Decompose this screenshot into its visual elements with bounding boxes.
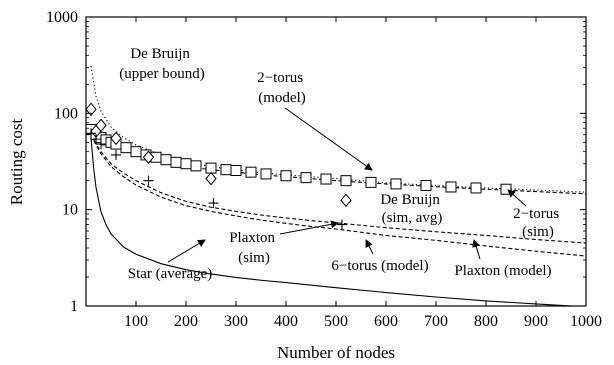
x-tick-label: 900 <box>524 313 548 330</box>
annotation-plaxton-sim-line2: (sim) <box>238 250 270 266</box>
x-tick-label: 800 <box>474 313 498 330</box>
series-line-torus6-model <box>90 134 586 244</box>
point-torus2-sim <box>280 170 292 182</box>
y-axis-title: Routing cost <box>7 119 26 206</box>
point-debruijn-sim <box>205 171 217 186</box>
annotation-torus2-sim-line2: (sim) <box>522 224 554 240</box>
point-torus2-sim <box>445 181 457 193</box>
y-tick-label: 10 <box>62 202 78 219</box>
point-torus2-sim <box>365 176 377 188</box>
point-debruijn-sim <box>95 118 107 133</box>
point-torus2-sim <box>320 173 332 185</box>
point-torus2-sim <box>470 182 482 194</box>
series-line-star-average <box>90 138 581 306</box>
point-debruijn-sim <box>85 102 97 117</box>
point-torus2-sim <box>220 164 232 176</box>
tick-layer: 100 200 300 400 500 600 700 800 900 1000 1 10 100 100… <box>46 9 602 330</box>
y-tick-label: 1 <box>70 298 78 315</box>
point-torus2-sim <box>160 154 172 166</box>
point-torus2-sim <box>390 178 402 190</box>
x-tick-label: 700 <box>424 313 448 330</box>
x-axis-title: Number of nodes <box>277 343 395 362</box>
x-tick-label: 400 <box>274 313 298 330</box>
annotation-torus6-model: 6−torus (model) <box>331 258 428 274</box>
annotation-debruijn-sim-line2: (sim, avg) <box>382 210 443 226</box>
point-torus2-sim <box>130 146 142 158</box>
point-debruijn-sim <box>340 193 352 208</box>
annotation-plaxton-model: Plaxton (model) <box>454 263 551 279</box>
point-torus2-sim <box>205 162 217 174</box>
point-plaxton-sim <box>208 198 219 209</box>
x-tick-label: 300 <box>224 313 248 330</box>
x-tick-label: 1000 <box>570 313 602 330</box>
arrow-torus2-model <box>284 107 373 171</box>
arrow-star-avg <box>167 239 206 263</box>
point-torus2-sim <box>170 156 182 168</box>
annotation-star-avg: Star (average) <box>128 266 213 282</box>
annotation-torus2-model: 2−torus (model) <box>257 70 307 106</box>
arrow-plaxton-sim <box>279 220 339 235</box>
point-plaxton-sim <box>96 139 106 150</box>
point-torus2-sim <box>340 175 352 187</box>
annotation-torus2-model-line2: (model) <box>258 90 305 106</box>
annotation-debruijn-upper: De Bruijn (upper bound) <box>119 46 204 82</box>
annotation-debruijn-upper-line2: (upper bound) <box>119 66 204 82</box>
point-torus2-sim <box>420 180 432 192</box>
x-tick-label: 500 <box>324 313 348 330</box>
point-torus2-sim <box>230 165 242 177</box>
annotation-torus2-model-line1: 2−torus <box>257 70 303 86</box>
annotation-plaxton-sim: Plaxton (sim) <box>229 230 279 266</box>
arrow-plaxton-model <box>472 239 481 260</box>
y-tick-label: 1000 <box>46 9 78 26</box>
series-line-debruijn-upper <box>90 65 586 193</box>
series-line-plaxton-model <box>90 134 586 257</box>
arrow-torus6-model <box>365 239 374 255</box>
point-torus2-sim <box>500 183 512 195</box>
marker-layer <box>85 102 512 230</box>
point-debruijn-sim <box>110 131 122 146</box>
point-torus2-sim <box>190 160 202 172</box>
annotation-debruijn-upper-line1: De Bruijn <box>130 46 190 62</box>
annotation-debruijn-sim: De Bruijn (sim, avg) <box>380 192 443 226</box>
annotation-torus2-sim-line1: 2−torus <box>513 206 559 222</box>
point-torus2-sim <box>245 166 257 178</box>
point-torus2-sim <box>180 158 192 170</box>
point-plaxton-sim <box>337 219 347 230</box>
point-plaxton-sim <box>86 128 96 139</box>
point-plaxton-sim <box>143 175 154 186</box>
point-torus2-sim <box>260 168 272 180</box>
point-torus2-sim <box>120 142 132 154</box>
point-plaxton-sim <box>111 149 121 160</box>
annotation-debruijn-sim-line1: De Bruijn <box>380 192 440 208</box>
point-debruijn-sim <box>142 150 155 165</box>
x-tick-label: 600 <box>374 313 398 330</box>
y-tick-label: 100 <box>54 105 78 122</box>
annotation-plaxton-sim-line1: Plaxton <box>229 230 275 246</box>
point-torus2-sim <box>300 172 312 184</box>
annotation-torus2-sim: 2−torus (sim) <box>513 206 563 240</box>
x-tick-label: 200 <box>174 313 198 330</box>
point-plaxton-sim <box>91 134 101 145</box>
x-tick-label: 100 <box>124 313 148 330</box>
arrow-torus2-sim <box>507 189 527 207</box>
